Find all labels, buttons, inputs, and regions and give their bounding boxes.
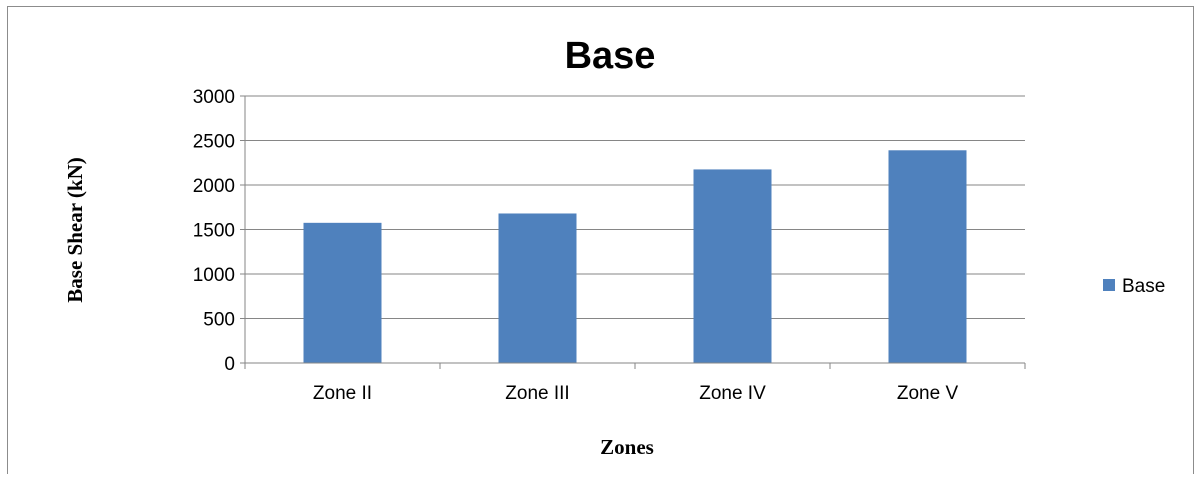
- bar-zone-ii: [303, 222, 382, 363]
- y-tick-label: 3000: [193, 87, 235, 108]
- y-tick-labels: 0 500 1000 1500 2000 2500 3000: [193, 87, 235, 375]
- y-tick-label: 500: [203, 310, 235, 331]
- axes: [240, 96, 1026, 369]
- bar-zone-iv: [693, 169, 772, 363]
- bar-zone-iii: [498, 213, 577, 363]
- y-tick-label: 2000: [193, 176, 235, 197]
- y-tick-label: 1000: [193, 265, 235, 286]
- y-axis-title: Base Shear (kN): [63, 157, 87, 302]
- chart-frame: [7, 6, 1194, 474]
- x-tick-label: Zone II: [313, 383, 372, 404]
- legend-label-base: Base: [1122, 276, 1165, 297]
- y-tick-label: 0: [224, 354, 235, 375]
- bar-zone-v: [888, 150, 967, 363]
- legend-swatch-base: [1103, 279, 1115, 291]
- x-tick-labels: Zone II Zone III Zone IV Zone V: [313, 383, 959, 404]
- chart-title: Base: [565, 35, 656, 77]
- legend: Base: [1103, 276, 1165, 297]
- x-tick-label: Zone V: [897, 383, 959, 404]
- bars: [303, 150, 967, 363]
- y-tick-label: 1500: [193, 221, 235, 242]
- x-tick-label: Zone IV: [699, 383, 766, 404]
- x-axis-title: Zones: [600, 435, 654, 459]
- y-tick-label: 2500: [193, 132, 235, 153]
- x-tick-label: Zone III: [505, 383, 569, 404]
